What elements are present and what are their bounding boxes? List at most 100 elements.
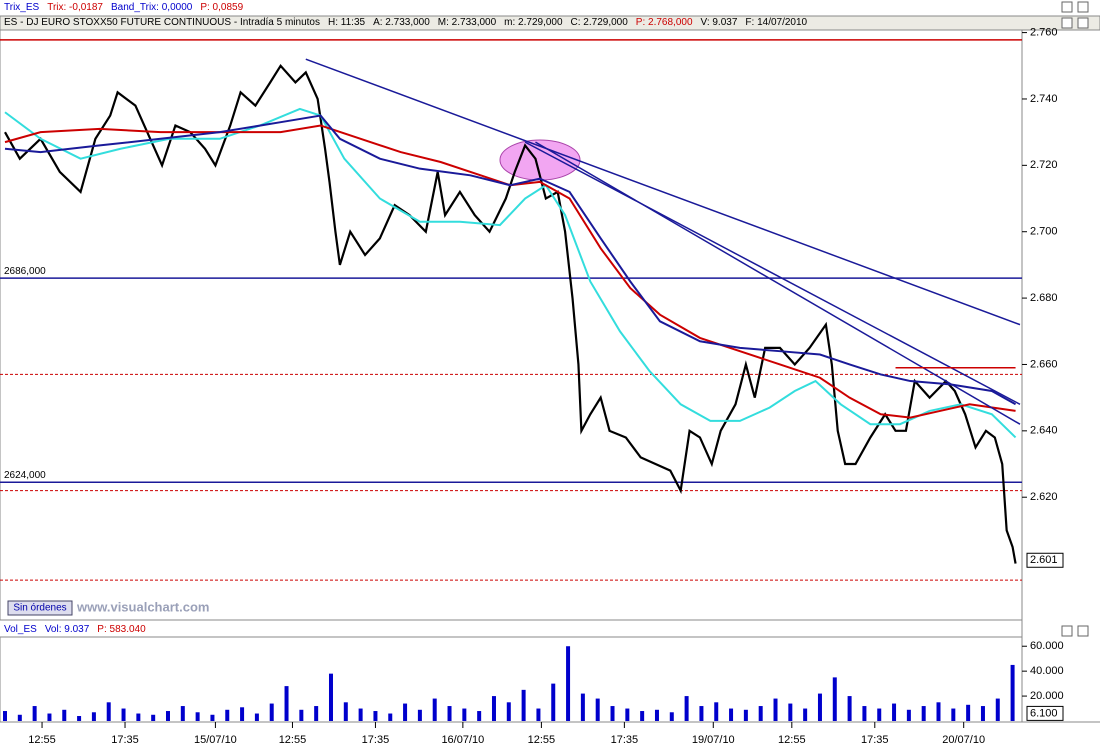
header-text: Trix_ES [4, 2, 40, 13]
trendline [524, 141, 1021, 405]
volume-bar [714, 702, 719, 721]
header-text: Vol_ES [4, 624, 37, 635]
last-value-label: 6.100 [1030, 707, 1058, 719]
volume-bar [195, 712, 200, 721]
orders-button[interactable] [7, 600, 73, 616]
volume-bar [77, 716, 82, 721]
y-tick-label: 60.000 [1030, 640, 1064, 652]
y-tick-label: 40.000 [1030, 665, 1064, 677]
y-tick-label: 2.660 [1030, 358, 1058, 370]
y-tick-label: 20.000 [1030, 690, 1064, 702]
header-text: C: 2.729,000 [570, 17, 628, 28]
x-tick-label: 17:35 [362, 734, 390, 746]
level-label: 2624,000 [4, 470, 46, 481]
volume-bar [936, 702, 941, 721]
volume-bar [625, 708, 630, 721]
volume-bar [373, 711, 378, 721]
volume-panel [0, 636, 1023, 723]
volume-bar [314, 706, 319, 721]
header-text: V: 9.037 [700, 17, 738, 28]
x-tick-label: 17:35 [861, 734, 889, 746]
volume-bar [240, 707, 245, 721]
volume-bar [788, 703, 793, 721]
x-tick-label: 15/07/10 [194, 734, 237, 746]
volume-bar [980, 706, 985, 721]
window-button[interactable] [1061, 17, 1073, 29]
volume-bar [121, 708, 126, 721]
x-tick-label: 12:55 [778, 734, 806, 746]
volume-bar [17, 714, 22, 721]
indicator-header: Trix_ES Trix: -0,0187 Band_Trix: 0,0000 P: … [4, 1, 243, 15]
volume-bar [699, 706, 704, 721]
volume-bar [477, 711, 482, 721]
y-tick-label: 2.700 [1030, 226, 1058, 238]
last-value-box [1026, 705, 1064, 721]
volume-bar [254, 713, 259, 721]
volume-bar [328, 673, 333, 721]
volume-header: Vol_ES Vol: 9.037 P: 583.040 [4, 623, 146, 637]
y-tick-label: 2.620 [1030, 491, 1058, 503]
orders-button-label: Sin órdenes [13, 603, 66, 614]
header-text: H: 11:35 [328, 17, 366, 28]
x-tick-label: 17:35 [111, 734, 139, 746]
volume-bar [803, 708, 808, 721]
header-text: Vol: 9.037 [44, 624, 90, 635]
moving-average [4, 124, 1016, 419]
volume-bar [62, 709, 67, 721]
volume-bar [136, 713, 141, 721]
y-tick-label: 2.740 [1030, 93, 1058, 105]
last-value-box [1026, 552, 1064, 568]
volume-bar [995, 698, 1000, 721]
volume-bar [269, 703, 274, 721]
x-tick-label: 19/07/10 [692, 734, 735, 746]
window-button[interactable] [1061, 1, 1073, 13]
x-tick-label: 12:55 [279, 734, 307, 746]
price-line [4, 63, 1017, 564]
volume-bar [817, 693, 822, 721]
volume-bar [462, 708, 467, 721]
volume-bar [758, 706, 763, 721]
volume-bar [225, 709, 230, 721]
header-text: M: 2.733,000 [437, 17, 497, 28]
volume-bar [654, 709, 659, 721]
moving-average [4, 114, 1017, 406]
y-tick-label: 2.720 [1030, 159, 1058, 171]
x-tick-label: 16/07/10 [441, 734, 484, 746]
volume-bar [47, 713, 52, 721]
volume-bar [684, 696, 689, 721]
volume-bar [151, 714, 156, 721]
volume-bar [180, 706, 185, 721]
volume-bar [862, 706, 867, 721]
volume-bar [906, 709, 911, 721]
window-button[interactable] [1077, 625, 1089, 637]
volume-bar [566, 646, 571, 721]
volume-bar [388, 713, 393, 721]
level-label: 2686,000 [4, 266, 46, 277]
volume-bar [165, 711, 170, 721]
volume-bar [491, 696, 496, 721]
window-button[interactable] [1077, 17, 1089, 29]
y-tick-label: 2.640 [1030, 425, 1058, 437]
volume-bar [610, 706, 615, 721]
x-tick-label: 17:35 [611, 734, 639, 746]
moving-average [4, 107, 1017, 439]
volume-bar [91, 712, 96, 721]
x-tick-label: 20/07/10 [942, 734, 985, 746]
volume-bar [773, 698, 778, 721]
window-button[interactable] [1077, 1, 1089, 13]
header-text: A: 2.733,000 [373, 17, 430, 28]
volume-bar [521, 689, 526, 721]
volume-bar [106, 702, 111, 721]
volume-bar [210, 714, 215, 721]
x-tick-label: 12:55 [528, 734, 556, 746]
volume-bar [403, 703, 408, 721]
window-button[interactable] [1061, 625, 1073, 637]
trendline [305, 58, 1021, 326]
volume-bar [847, 696, 852, 721]
volume-bar [299, 709, 304, 721]
volume-bar [966, 704, 971, 721]
volume-bar [551, 683, 556, 721]
header-text: Band_Trix: 0,0000 [110, 2, 193, 13]
volume-bar [343, 702, 348, 721]
